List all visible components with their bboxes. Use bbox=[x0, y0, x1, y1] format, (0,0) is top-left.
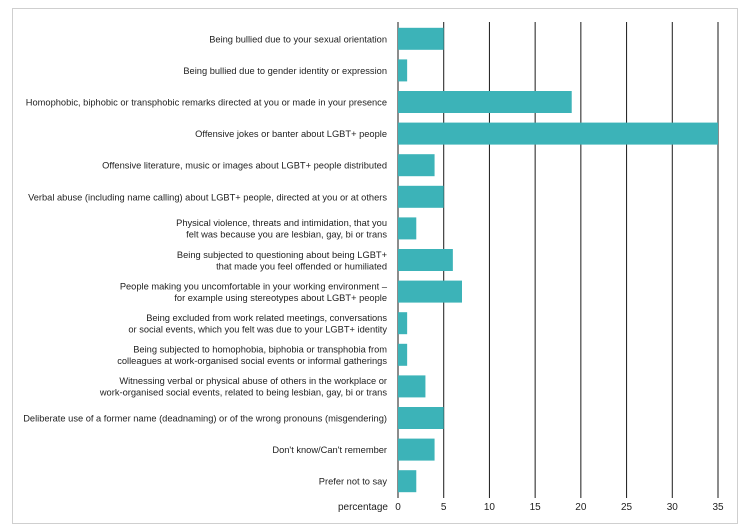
x-tick-20: 20 bbox=[575, 502, 587, 513]
category-label-8: People making you uncomfortable in your … bbox=[120, 281, 388, 303]
category-label-6: Physical violence, threats and intimidat… bbox=[176, 218, 387, 240]
category-label-0: Being bullied due to your sexual orienta… bbox=[209, 34, 387, 44]
x-tick-labels: 0 5 10 15 20 25 30 35 bbox=[395, 502, 724, 513]
bar-6 bbox=[398, 217, 417, 240]
bar-13 bbox=[398, 438, 435, 461]
category-label-10: Being subjected to homophobia, biphobia … bbox=[117, 345, 387, 367]
bar-8 bbox=[398, 280, 462, 303]
x-axis-title: percentage bbox=[338, 502, 388, 513]
x-tick-25: 25 bbox=[621, 502, 633, 513]
category-labels: Being bullied due to your sexual orienta… bbox=[23, 34, 388, 486]
bar-4 bbox=[398, 154, 435, 177]
chart-frame bbox=[12, 8, 738, 524]
bar-5 bbox=[398, 185, 444, 208]
bar-11 bbox=[398, 375, 426, 398]
category-label-13: Don't know/Can't remember bbox=[272, 445, 387, 455]
x-tick-30: 30 bbox=[667, 502, 679, 513]
bar-0 bbox=[398, 27, 444, 50]
category-label-5: Verbal abuse (including name calling) ab… bbox=[28, 192, 387, 202]
bar-1 bbox=[398, 59, 408, 82]
bar-14 bbox=[398, 470, 417, 493]
x-tick-10: 10 bbox=[484, 502, 496, 513]
x-tick-35: 35 bbox=[712, 502, 724, 513]
bar-10 bbox=[398, 343, 408, 366]
category-label-4: Offensive literature, music or images ab… bbox=[102, 161, 387, 171]
bar-9 bbox=[398, 312, 408, 335]
category-label-12: Deliberate use of a former name (deadnam… bbox=[23, 414, 387, 424]
x-tick-15: 15 bbox=[530, 502, 542, 513]
x-tick-5: 5 bbox=[441, 502, 447, 513]
category-label-14: Prefer not to say bbox=[319, 477, 388, 487]
bar-2 bbox=[398, 91, 572, 113]
category-label-2: Homophobic, biphobic or transphobic rema… bbox=[26, 98, 387, 108]
bar-12 bbox=[398, 407, 444, 429]
category-label-11: Witnessing verbal or physical abuse of o… bbox=[99, 376, 388, 398]
bar-7 bbox=[398, 249, 453, 271]
bars bbox=[398, 27, 718, 493]
category-label-7: Being subjected to questioning about bei… bbox=[177, 250, 387, 272]
bar-3 bbox=[398, 122, 718, 145]
x-tick-0: 0 bbox=[395, 502, 401, 513]
category-label-3: Offensive jokes or banter about LGBT+ pe… bbox=[195, 129, 387, 139]
category-label-9: Being excluded from work related meeting… bbox=[128, 313, 387, 335]
category-label-1: Being bullied due to gender identity or … bbox=[183, 66, 387, 76]
